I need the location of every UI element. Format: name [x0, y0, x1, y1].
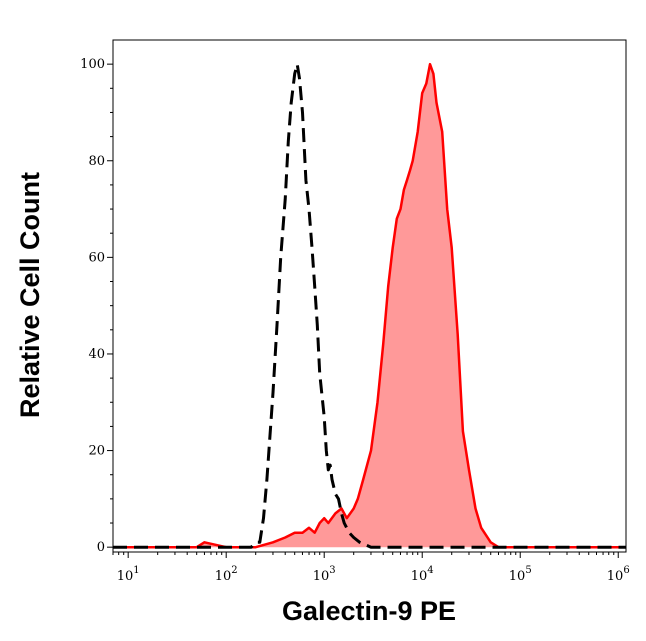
- plot-frame: [112, 39, 627, 553]
- y-tick-label: 20: [88, 444, 105, 459]
- y-tick-label: 100: [80, 57, 105, 72]
- x-tick-label: 102: [215, 565, 238, 584]
- y-tick-label: 80: [88, 154, 105, 169]
- x-axis-ticks: 101 102 103 104 105 106: [112, 552, 630, 584]
- y-tick-label: 40: [88, 347, 105, 362]
- y-tick-label: 0: [97, 540, 105, 555]
- series-layer: [113, 62, 626, 549]
- x-tick-label: 101: [117, 565, 140, 584]
- x-tick-label: 106: [607, 565, 630, 584]
- series-line-dashed: [113, 62, 626, 549]
- series-fill-red: [113, 64, 626, 548]
- y-tick-label: 60: [88, 250, 105, 265]
- y-axis-ticks: 0 20 40 60 80 100: [80, 57, 113, 555]
- series-line-red: [113, 62, 626, 549]
- x-tick-label: 104: [411, 565, 434, 584]
- x-tick-label: 103: [313, 565, 336, 584]
- y-axis-title: Relative Cell Count: [15, 172, 45, 418]
- x-axis-title: Galectin-9 PE: [282, 596, 456, 626]
- x-tick-label: 105: [509, 565, 532, 584]
